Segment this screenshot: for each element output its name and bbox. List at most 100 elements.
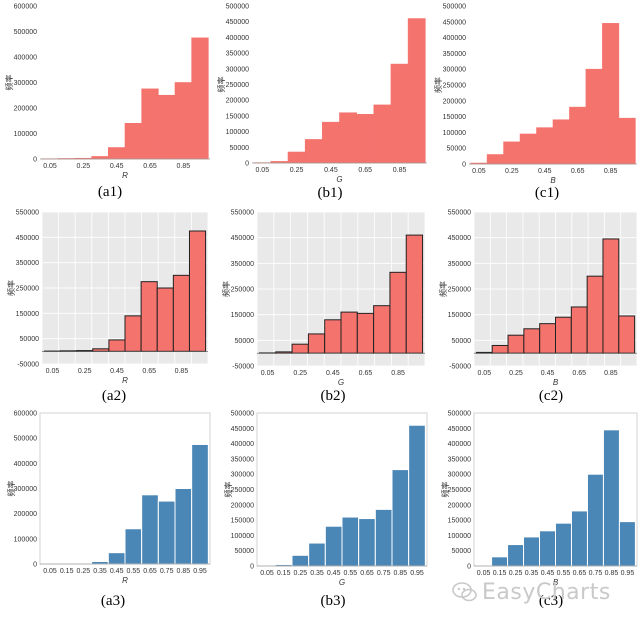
bar [539,323,556,354]
bar [356,114,375,164]
y-tick-label: 0 [33,562,37,569]
bar [174,82,192,160]
x-axis-label: B [553,578,559,587]
y-tick-label: 150000 [448,312,471,319]
panel-caption: (a3) [101,593,125,609]
bar [491,556,509,567]
bar [341,516,360,567]
panel-caption: (c2) [539,388,563,404]
bar [124,528,143,565]
bar [391,469,410,567]
bar [157,500,176,565]
y-tick-label: 500000 [443,4,466,11]
bar [389,271,407,354]
bar [307,333,326,354]
y-tick-label: 250000 [231,287,254,294]
x-tick-label: 0.45 [541,370,555,377]
x-tick-label: 0.95 [410,570,424,577]
x-tick-label: 0.15 [277,570,291,577]
x-axis-label: G [339,578,345,587]
x-tick-label: 0.45 [541,570,555,577]
y-axis-label: 频率 [221,281,231,297]
x-tick-label: 0.75 [377,570,391,577]
y-tick-label: 100000 [14,536,37,543]
bar [618,117,636,165]
x-axis-label: G [336,175,342,184]
bar [158,94,176,160]
bar [552,119,570,165]
watermark: EasyCharts [482,580,611,605]
x-tick-label: 0.05 [43,163,57,170]
bar [124,123,142,160]
y-tick-label: 450000 [443,19,466,26]
x-tick-label: 0.35 [310,570,324,577]
x-tick-label: 0.25 [509,370,523,377]
panel-caption: (c1) [535,185,559,201]
chart-c1: 0 50000 100000 150000 200000 250000 300000 3500… [433,4,637,201]
x-tick-label: 0.85 [177,568,191,575]
panel-caption: (c3) [539,593,563,609]
y-tick-label: 350000 [231,261,254,268]
bar [491,344,509,354]
y-tick-label: 150000 [443,114,466,121]
x-tick-label: 0.65 [142,368,156,375]
y-tick-label: 0 [250,564,254,571]
bar [191,37,209,160]
y-tick-label: 350000 [231,456,254,463]
y-tick-label: 100000 [448,533,471,540]
x-tick-label: 0.05 [472,168,486,175]
y-tick-label: 500000 [231,411,254,418]
y-tick-label: 0 [245,161,249,168]
bar [174,488,193,565]
bar [324,525,343,567]
bar [92,348,110,352]
bar [602,23,620,165]
bar [141,88,159,160]
x-tick-label: 0.35 [93,568,107,575]
y-tick-label: 150000 [448,518,471,525]
chart-a2: -50000 50000 150000 250000 350000 450000 55000… [6,210,209,404]
x-tick-label: 0.45 [538,168,552,175]
y-tick-label: 200000 [14,106,37,113]
x-tick-label: 0.85 [394,570,408,577]
bar [339,112,357,164]
panel-caption: (a2) [102,388,126,404]
bar [124,315,142,352]
bar [585,68,603,165]
x-tick-label: 0.25 [77,568,91,575]
bar [570,306,588,354]
x-axis-label: B [550,176,556,185]
x-tick-label: 0.45 [326,370,340,377]
y-axis-label: 频率 [6,481,16,497]
y-axis-label: 频率 [440,482,450,498]
x-tick-label: 0.55 [344,570,358,577]
x-tick-label: 0.65 [572,370,586,377]
bar [291,554,310,567]
x-tick-label: 0.45 [110,568,124,575]
y-tick-label: 450000 [448,426,471,433]
x-tick-label: 0.55 [127,568,141,575]
chart-a1: 0 100000 200000 300000 400000 500000 600000 0.0… [4,4,210,200]
x-tick-label: 0.75 [160,568,174,575]
bar [287,151,306,164]
y-tick-label: 50000 [452,338,472,345]
y-tick-label: 300000 [226,66,249,73]
bar [503,141,521,165]
bar [523,536,541,567]
panel-caption: (b1) [318,185,343,201]
y-tick-label: 500000 [448,411,471,418]
panel-caption: (a1) [98,184,122,200]
y-tick-label: 400000 [231,441,254,448]
bar [356,312,375,354]
y-tick-label: -50000 [449,364,471,371]
y-tick-label: 500000 [14,436,37,443]
y-tick-label: 150000 [231,518,254,525]
y-tick-label: 450000 [226,19,249,26]
bar [618,315,636,354]
x-tick-label: 0.95 [621,570,635,577]
bar [586,275,604,354]
x-tick-label: 0.85 [393,167,407,174]
y-tick-label: 350000 [448,261,471,268]
chart-b1: 0 50000 100000 150000 200000 250000 300000 3500… [216,4,427,201]
bar [507,544,525,567]
